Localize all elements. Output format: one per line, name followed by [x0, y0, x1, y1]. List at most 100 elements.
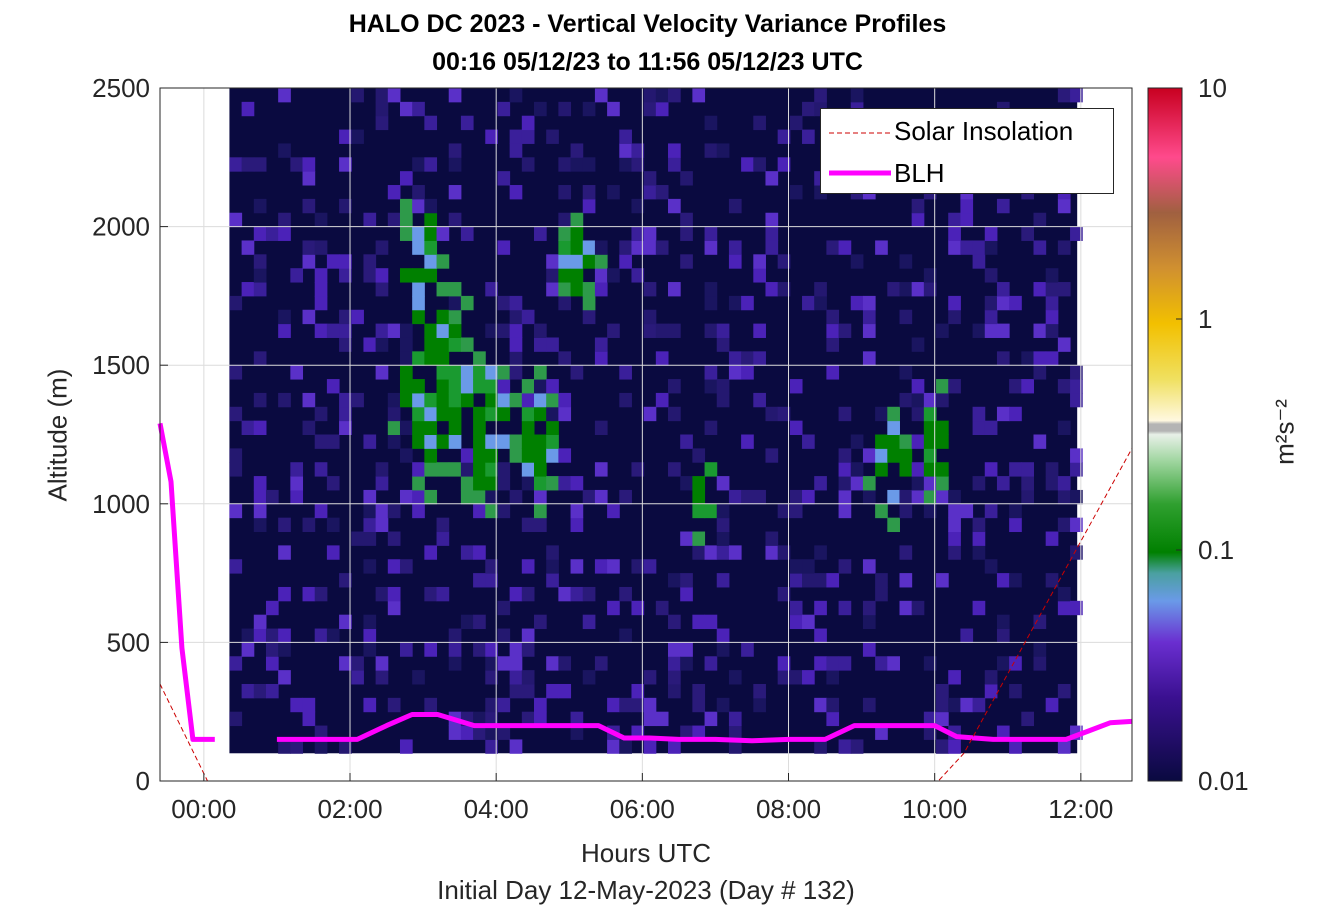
- heatmap-cell: [728, 739, 742, 754]
- heatmap-cell: [838, 476, 852, 491]
- heatmap-cell: [339, 129, 352, 144]
- heatmap-cell: [911, 476, 925, 491]
- heatmap-cell: [229, 711, 243, 727]
- heatmap-cell: [996, 614, 1010, 630]
- heatmap-cell: [570, 282, 584, 297]
- heatmap-cell: [229, 462, 243, 477]
- heatmap-cell: [399, 559, 413, 574]
- heatmap-cell: [716, 143, 730, 158]
- heatmap-cell: [1070, 545, 1083, 560]
- heatmap-cell: [631, 198, 645, 214]
- heatmap-cell: [753, 268, 766, 283]
- heatmap-cell: [424, 434, 438, 449]
- heatmap-cell: [436, 531, 450, 546]
- heatmap-cell: [582, 586, 596, 602]
- heatmap-cell: [948, 503, 961, 519]
- heatmap-cell: [741, 351, 754, 366]
- heatmap-cell: [546, 656, 559, 671]
- heatmap-cell: [862, 476, 876, 491]
- heatmap-cell: [448, 295, 462, 311]
- heatmap-cell: [412, 101, 425, 117]
- heatmap-cell: [448, 157, 462, 172]
- heatmap-cell: [996, 351, 1010, 366]
- heatmap-cell: [728, 670, 742, 685]
- heatmap-cell: [619, 143, 632, 158]
- heatmap-cell: [680, 573, 693, 588]
- heatmap-cell: [923, 392, 937, 408]
- heatmap-cell: [728, 295, 742, 311]
- heatmap-cell: [728, 254, 742, 269]
- heatmap-cell: [460, 725, 474, 740]
- heatmap-cell: [838, 489, 852, 505]
- heatmap-cell: [302, 586, 316, 602]
- heatmap-cell: [753, 115, 766, 131]
- heatmap-cell: [473, 351, 486, 366]
- heatmap-cell: [1033, 614, 1047, 630]
- heatmap-cell: [436, 517, 450, 533]
- heatmap-cell: [741, 434, 754, 449]
- heatmap-cell: [314, 503, 328, 519]
- heatmap-cell: [436, 434, 450, 449]
- heatmap-cell: [777, 656, 791, 671]
- heatmap-cell: [728, 725, 742, 740]
- heatmap-cell: [339, 198, 352, 214]
- heatmap-cell: [412, 379, 425, 394]
- heatmap-cell: [363, 337, 377, 352]
- heatmap-cell: [668, 323, 681, 338]
- heatmap-cell: [607, 697, 620, 713]
- heatmap-cell: [777, 254, 791, 269]
- heatmap-cell: [875, 573, 888, 588]
- heatmap-cell: [387, 697, 401, 713]
- heatmap-cell: [546, 268, 559, 283]
- heatmap-cell: [899, 282, 913, 297]
- heatmap-cell: [936, 711, 949, 727]
- heatmap-cell: [680, 226, 693, 241]
- y-tick-label: 1000: [92, 489, 150, 519]
- heatmap-cell: [509, 309, 523, 325]
- heatmap-cell: [1033, 642, 1047, 657]
- heatmap-cell: [923, 711, 937, 727]
- heatmap-cell: [826, 573, 840, 588]
- heatmap-cell: [570, 240, 584, 255]
- heatmap-cell: [765, 545, 779, 560]
- heatmap-cell: [972, 545, 986, 560]
- heatmap-cell: [253, 254, 267, 269]
- heatmap-cell: [570, 711, 584, 727]
- heatmap-cell: [875, 725, 888, 740]
- heatmap-cell: [412, 198, 425, 214]
- heatmap-cell: [534, 323, 547, 338]
- heatmap-cell: [424, 697, 438, 713]
- heatmap-cell: [899, 600, 913, 616]
- heatmap-cell: [607, 559, 620, 574]
- heatmap-cell: [741, 642, 754, 657]
- heatmap-cell: [936, 476, 949, 491]
- heatmap-cell: [363, 212, 377, 228]
- heatmap-cell: [984, 420, 998, 435]
- heatmap-cell: [558, 254, 572, 269]
- heatmap-cell: [521, 683, 535, 699]
- heatmap-cell: [339, 254, 352, 269]
- heatmap-cell: [302, 171, 316, 186]
- x-axis-label: Hours UTC: [580, 838, 711, 868]
- heatmap-cell: [862, 642, 876, 657]
- heatmap-cell: [363, 559, 377, 574]
- heatmap-cell: [911, 198, 925, 214]
- heatmap-cell: [972, 476, 986, 491]
- heatmap-cell: [631, 462, 645, 477]
- heatmap-cell: [546, 683, 559, 699]
- heatmap-cell: [765, 282, 779, 297]
- heatmap-cell: [534, 462, 547, 477]
- heatmap-cell: [668, 670, 681, 685]
- heatmap-cell: [290, 489, 304, 505]
- heatmap-cell: [704, 323, 718, 338]
- heatmap-cell: [485, 434, 498, 449]
- heatmap-cell: [278, 545, 291, 560]
- heatmap-cell: [972, 517, 986, 533]
- heatmap-cell: [1009, 406, 1022, 422]
- heatmap-cell: [692, 489, 706, 505]
- heatmap-cell: [582, 185, 596, 200]
- heatmap-cell: [594, 420, 608, 435]
- heatmap-cell: [960, 697, 974, 713]
- heatmap-cell: [253, 517, 267, 533]
- heatmap-cell: [972, 240, 986, 255]
